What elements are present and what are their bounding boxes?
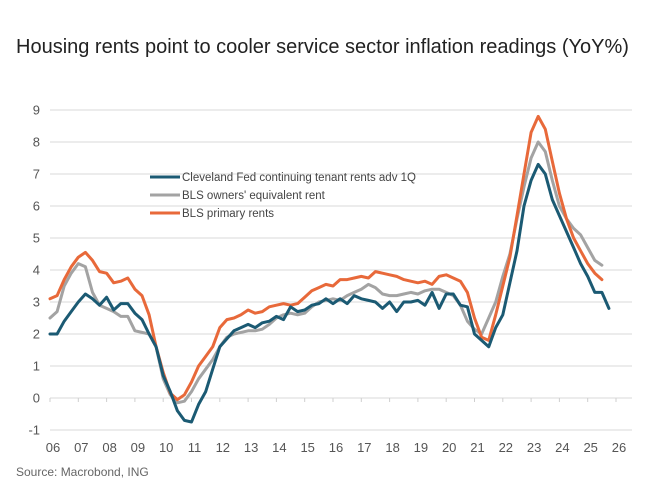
x-tick-label: 09 [131,440,145,455]
y-tick-label: 5 [33,231,40,246]
y-tick-label: 6 [33,199,40,214]
y-tick-label: 3 [33,295,40,310]
x-tick-label: 18 [385,440,399,455]
y-tick-label: 2 [33,327,40,342]
gridlines [50,109,632,431]
x-tick-label: 25 [583,440,597,455]
y-tick-label: 8 [33,135,40,150]
legend: Cleveland Fed continuing tenant rents ad… [150,172,416,220]
x-tick-label: 08 [102,440,116,455]
y-tick-label: 1 [33,359,40,374]
x-tick-label: 12 [216,440,230,455]
legend-label: BLS primary rents [182,208,274,220]
y-tick-label: 0 [33,391,40,406]
x-tick-label: 17 [357,440,371,455]
y-axis: 9 8 7 6 5 4 3 2 1 0 -1 [28,103,40,438]
y-tick-label: 7 [33,167,40,182]
chart-title: Housing rents point to cooler service se… [16,36,629,58]
x-tick-label: 21 [470,440,484,455]
x-tick-label: 16 [329,440,343,455]
x-tick-label: 10 [159,440,173,455]
x-tick-label: 24 [555,440,569,455]
source-note: Source: Macrobond, ING [16,465,149,479]
x-tick-label: 06 [46,440,60,455]
y-tick-label: 9 [33,103,40,118]
series-lines [48,114,611,424]
x-tick-label: 15 [300,440,314,455]
x-tick-label: 19 [414,440,428,455]
x-tick-label: 13 [244,440,258,455]
x-tick-label: 07 [74,440,88,455]
x-tick-label: 14 [272,440,286,455]
legend-label: BLS owners' equivalent rent [182,190,326,202]
x-tick-label: 11 [188,440,202,455]
x-tick-label: 26 [612,440,626,455]
legend-label: Cleveland Fed continuing tenant rents ad… [182,172,416,184]
series-line-0 [48,162,611,424]
x-tick-label: 20 [442,440,456,455]
series-line-2 [48,114,604,402]
y-tick-label: 4 [33,263,40,278]
x-tick-label: 23 [527,440,541,455]
x-tick-label: 22 [499,440,513,455]
y-tick-label: -1 [28,423,40,438]
x-axis: 06 07 08 09 10 11 12 13 14 15 16 17 18 19 20 21 22 23 24 25… [46,398,626,455]
